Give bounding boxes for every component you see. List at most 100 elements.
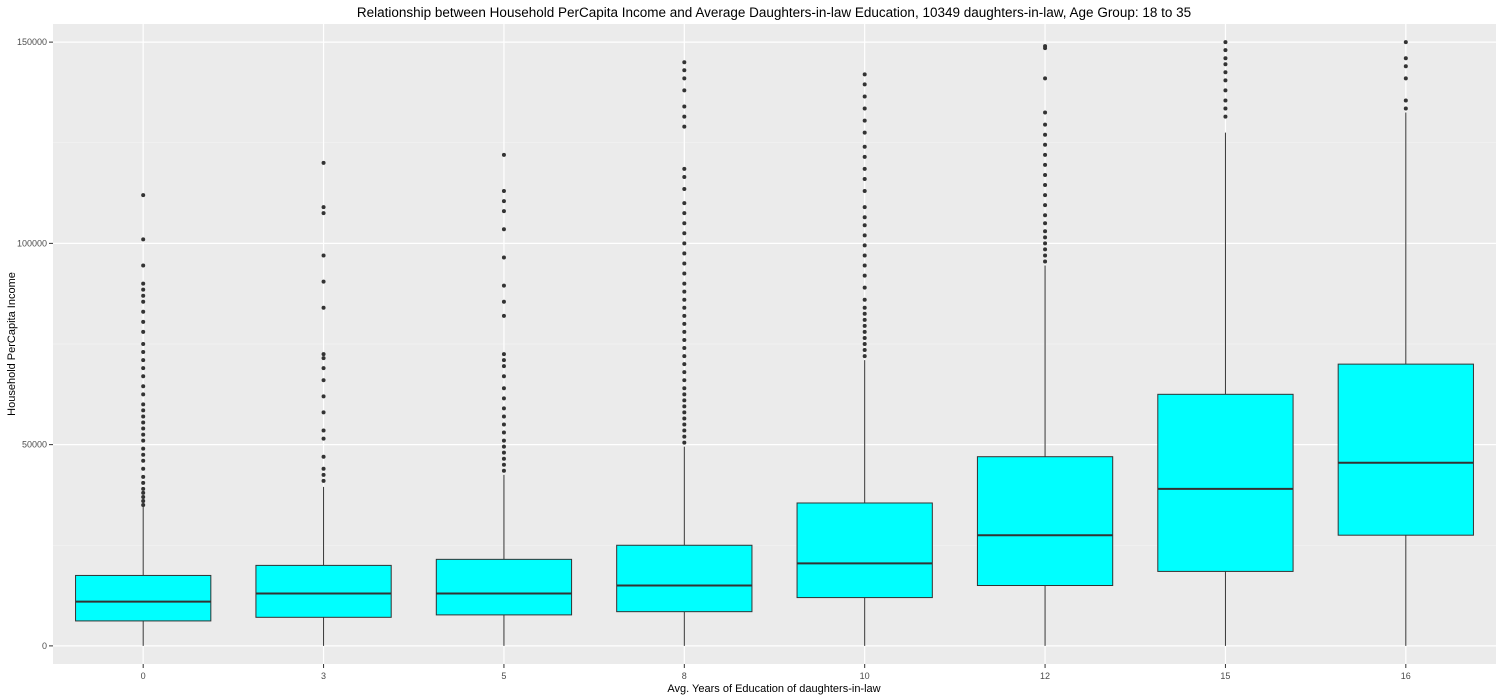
x-tick-label: 15 (1220, 671, 1230, 681)
outlier-point (141, 193, 146, 198)
outlier-point (501, 299, 506, 304)
outlier-point (682, 321, 687, 326)
outlier-point (862, 263, 867, 268)
outlier-point (862, 323, 867, 328)
outlier-point (862, 297, 867, 302)
outlier-point (321, 279, 326, 284)
outlier-point (862, 354, 867, 359)
outlier-point (1043, 122, 1048, 127)
iqr-box (255, 564, 392, 618)
outlier-point (1043, 221, 1048, 226)
outlier-point (682, 440, 687, 445)
outlier-point (1043, 183, 1048, 188)
outlier-point (1223, 70, 1228, 75)
outlier-point (682, 289, 687, 294)
outlier-point (1043, 253, 1048, 258)
outlier-point (862, 130, 867, 135)
outlier-point (1223, 56, 1228, 61)
iqr-box (435, 558, 573, 616)
outlier-point (682, 68, 687, 73)
outlier-point (321, 454, 326, 459)
box-15 (1157, 40, 1294, 646)
outlier-point (862, 118, 867, 123)
outlier-point (321, 410, 326, 415)
outlier-point (141, 420, 146, 425)
outlier-point (501, 438, 506, 443)
outlier-point (501, 152, 506, 157)
outlier-point (141, 392, 146, 397)
y-tick-label: 0 (42, 641, 47, 651)
outlier-point (501, 444, 506, 449)
outlier-point (1223, 62, 1228, 67)
outlier-point (321, 472, 326, 477)
outlier-point (1043, 152, 1048, 157)
outlier-point (1223, 114, 1228, 119)
outlier-point (321, 352, 326, 357)
outlier-point (321, 378, 326, 383)
outlier-point (141, 414, 146, 419)
outlier-point (862, 243, 867, 248)
outlier-point (862, 273, 867, 278)
outlier-point (862, 233, 867, 238)
outlier-point (501, 227, 506, 232)
outlier-point (682, 337, 687, 342)
outlier-point (501, 255, 506, 260)
outlier-point (501, 283, 506, 288)
x-tick-label: 8 (682, 671, 687, 681)
outlier-point (682, 211, 687, 216)
outlier-point (862, 317, 867, 322)
outlier-point (141, 319, 146, 324)
outlier-point (141, 503, 146, 508)
outlier-point (862, 253, 867, 258)
outlier-point (501, 396, 506, 401)
outlier-point (1043, 229, 1048, 234)
outlier-point (1043, 172, 1048, 177)
outlier-point (141, 466, 146, 471)
outlier-point (141, 299, 146, 304)
outlier-point (862, 154, 867, 159)
outlier-point (682, 281, 687, 286)
outlier-point (1223, 98, 1228, 103)
outlier-point (862, 189, 867, 194)
outlier-point (1403, 40, 1408, 45)
outlier-point (682, 422, 687, 427)
outlier-point (1043, 110, 1048, 115)
y-tick-label: 50000 (22, 440, 47, 450)
outlier-point (682, 104, 687, 109)
outlier-point (1043, 132, 1048, 137)
outlier-point (862, 94, 867, 99)
outlier-point (501, 199, 506, 204)
outlier-point (501, 209, 506, 214)
outlier-point (501, 352, 506, 357)
x-tick-label: 5 (501, 671, 506, 681)
outlier-point (1223, 48, 1228, 53)
outlier-point (141, 490, 146, 495)
box-10 (796, 72, 933, 646)
box-3 (255, 160, 392, 646)
outlier-point (1043, 44, 1048, 49)
outlier-point (321, 466, 326, 471)
outlier-point (1403, 106, 1408, 111)
outlier-point (501, 462, 506, 467)
outlier-point (682, 313, 687, 318)
outlier-point (1043, 203, 1048, 208)
outlier-point (141, 426, 146, 431)
outlier-point (501, 386, 506, 391)
outlier-point (682, 370, 687, 375)
x-axis: 0 3 5 8 10 12 15 16 (141, 664, 1411, 681)
outlier-point (862, 144, 867, 149)
y-axis-title: Household PerCapita Income (6, 272, 18, 416)
outlier-point (862, 329, 867, 334)
x-tick-label: 12 (1040, 671, 1050, 681)
outlier-point (682, 297, 687, 302)
box-8 (616, 60, 753, 646)
outlier-point (862, 311, 867, 316)
outlier-point (682, 404, 687, 409)
outlier-point (1403, 56, 1408, 61)
iqr-box (1337, 363, 1474, 536)
outlier-point (501, 189, 506, 194)
outlier-point (682, 88, 687, 93)
outlier-point (862, 342, 867, 346)
outlier-point (682, 434, 687, 439)
iqr-box (976, 456, 1114, 587)
